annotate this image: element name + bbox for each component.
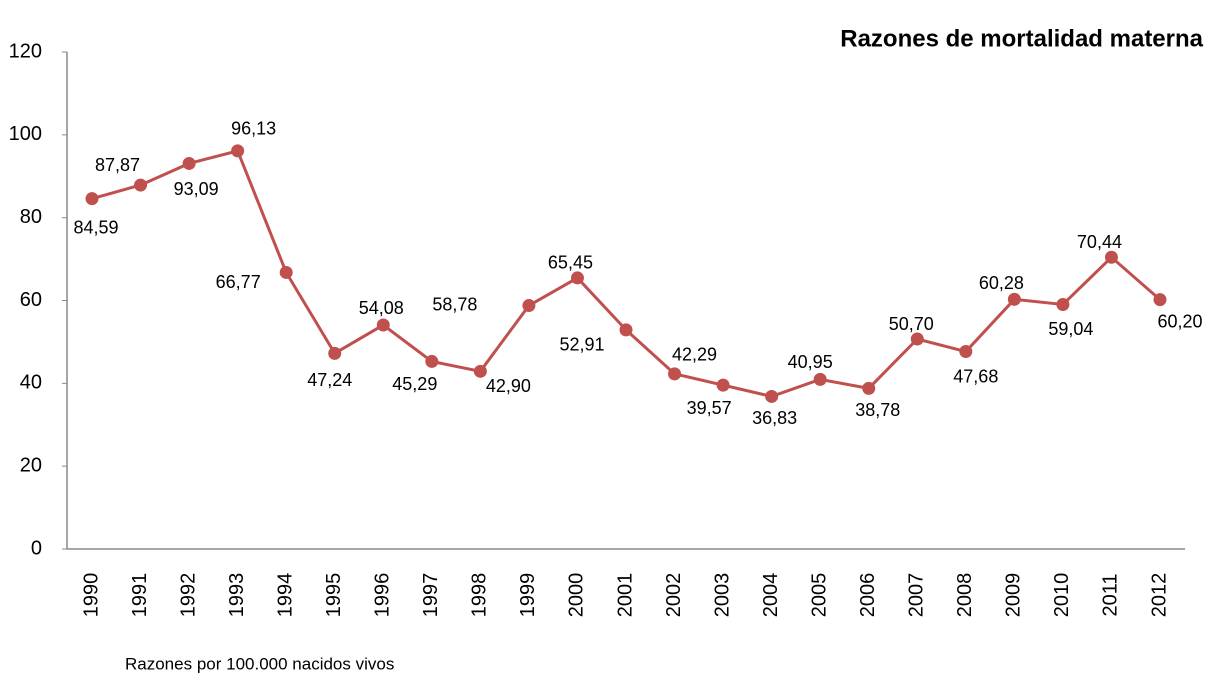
data-point	[1007, 292, 1021, 306]
data-point	[1056, 297, 1070, 311]
y-tick-label: 40	[20, 372, 42, 394]
data-label: 70,44	[1077, 232, 1122, 252]
y-tick-label: 0	[31, 537, 42, 559]
data-label: 84,59	[73, 217, 118, 237]
data-point	[570, 271, 584, 285]
data-point	[716, 378, 730, 392]
data-label: 39,57	[687, 398, 732, 418]
data-point	[425, 354, 439, 368]
data-point	[910, 332, 924, 346]
x-tick-label: 2004	[760, 573, 782, 618]
chart-title: Razones de mortalidad materna	[840, 25, 1203, 52]
data-point	[231, 144, 245, 158]
x-tick-label: 2000	[566, 573, 588, 618]
data-label: 36,83	[752, 408, 797, 428]
y-tick-label: 20	[20, 454, 42, 476]
data-label: 45,29	[392, 374, 437, 394]
x-tick-label: 1997	[420, 573, 442, 618]
data-point	[134, 178, 148, 192]
x-tick-label: 2009	[1003, 573, 1025, 618]
data-point	[85, 192, 99, 206]
data-label: 52,91	[559, 335, 604, 355]
x-tick-label: 1999	[517, 573, 539, 618]
data-label: 54,08	[359, 298, 404, 318]
data-point	[376, 318, 390, 332]
data-label: 47,68	[953, 366, 998, 386]
y-tick-label: 120	[9, 40, 42, 62]
data-point	[862, 381, 876, 395]
x-tick-label: 1995	[323, 573, 345, 618]
data-point	[328, 346, 342, 360]
data-label: 47,24	[307, 370, 352, 390]
data-point	[765, 389, 779, 403]
x-tick-label: 2006	[857, 573, 879, 618]
x-tick-label: 1993	[226, 573, 248, 618]
x-tick-label: 1996	[372, 573, 394, 618]
data-label: 42,29	[672, 345, 717, 365]
x-tick-label: 1994	[274, 573, 296, 618]
data-label: 87,87	[95, 155, 140, 175]
data-label: 50,70	[889, 314, 934, 334]
data-point	[473, 364, 487, 378]
x-tick-label: 2011	[1100, 573, 1122, 616]
y-tick-label: 80	[20, 206, 42, 228]
data-label: 40,95	[788, 352, 833, 372]
data-point	[182, 156, 196, 170]
data-point	[959, 345, 973, 359]
x-tick-label: 2005	[808, 573, 830, 618]
y-tick-label: 60	[20, 289, 42, 311]
x-tick-label: 2007	[906, 573, 928, 618]
data-point	[1104, 250, 1118, 264]
data-label: 59,04	[1048, 319, 1093, 339]
data-label: 60,28	[979, 273, 1024, 293]
data-point	[668, 367, 682, 381]
x-tick-label: 2012	[1148, 573, 1170, 618]
data-point	[619, 323, 633, 337]
data-label: 96,13	[231, 119, 276, 139]
data-point	[279, 265, 293, 279]
data-point	[813, 372, 827, 386]
axis-note: Razones por 100.000 nacidos vivos	[125, 654, 394, 673]
y-tick-label: 100	[9, 123, 42, 145]
data-label: 93,09	[174, 179, 219, 199]
x-tick-label: 2003	[711, 573, 733, 618]
x-tick-label: 2001	[614, 573, 636, 618]
data-point	[522, 299, 536, 313]
data-label: 42,90	[486, 376, 531, 396]
x-tick-label: 2010	[1051, 573, 1073, 618]
data-point	[1153, 293, 1167, 307]
x-tick-label: 2002	[663, 573, 685, 618]
x-tick-label: 1992	[177, 573, 199, 618]
data-label: 66,77	[216, 272, 261, 292]
data-label: 60,20	[1157, 311, 1202, 331]
x-tick-label: 2008	[954, 573, 976, 618]
data-label: 65,45	[548, 253, 593, 273]
x-tick-label: 1990	[80, 573, 102, 618]
data-label: 38,78	[855, 400, 900, 420]
data-label: 58,78	[432, 294, 477, 314]
x-tick-label: 1998	[469, 573, 491, 618]
x-tick-label: 1991	[129, 573, 151, 618]
